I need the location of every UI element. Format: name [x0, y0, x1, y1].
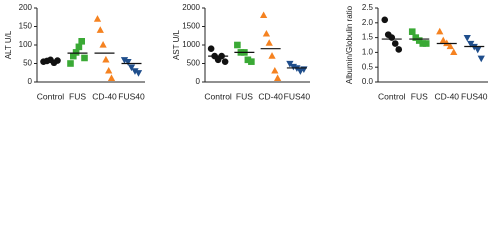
y-axis-label: ALT U/L — [4, 30, 13, 59]
dot — [436, 27, 444, 35]
dot — [96, 26, 104, 33]
dot — [70, 52, 77, 60]
y-tick-label: 150 — [19, 22, 33, 31]
dot — [107, 74, 116, 81]
y-tick-label: 2.0 — [362, 18, 374, 27]
x-tick-label: FUS40 — [284, 91, 311, 101]
x-tick-label: FUS40 — [118, 91, 145, 101]
dot — [234, 41, 241, 49]
dot — [99, 41, 107, 48]
x-tick-label: CD-40 — [434, 91, 459, 101]
dot — [273, 74, 282, 81]
dot — [134, 70, 143, 77]
x-tick-label: FUS — [236, 91, 253, 101]
dot — [124, 59, 132, 66]
y-tick-label: 0.0 — [362, 77, 374, 86]
dot — [450, 48, 458, 56]
y-tick-label: 1.0 — [362, 48, 374, 57]
dot — [268, 52, 276, 59]
dot — [412, 34, 420, 41]
y-tick-label: 2000 — [182, 3, 200, 12]
dot — [271, 66, 279, 74]
dot — [127, 64, 136, 72]
dot — [93, 15, 102, 22]
dot — [395, 46, 403, 53]
dot — [470, 43, 478, 51]
dot — [415, 37, 423, 44]
dot — [72, 49, 80, 56]
dot — [75, 43, 83, 51]
y-tick-label: 1500 — [182, 22, 200, 31]
dot — [120, 57, 129, 64]
x-tick-label: CD-40 — [92, 91, 117, 101]
dot — [293, 65, 301, 72]
y-tick-label: 50 — [23, 59, 32, 68]
dot — [248, 58, 255, 65]
y-tick-label: 0 — [196, 77, 201, 86]
x-tick-label: FUS — [411, 91, 428, 101]
dot — [259, 11, 268, 19]
dot — [391, 40, 399, 47]
dot — [443, 39, 451, 47]
y-tick-label: 1000 — [182, 40, 200, 49]
dot — [439, 36, 447, 44]
dot — [408, 28, 416, 35]
y-axis-label: AST U/L — [172, 29, 181, 60]
x-tick-label: FUS — [69, 91, 86, 101]
dot — [105, 66, 113, 74]
dot — [467, 40, 475, 48]
dot — [463, 34, 471, 42]
dot — [286, 60, 294, 68]
x-tick-label: Control — [37, 91, 65, 101]
dot — [381, 16, 389, 24]
y-tick-label: 500 — [187, 59, 201, 68]
x-tick-label: CD-40 — [258, 91, 283, 101]
page: 0 50 100 150 200 ALT U/L Control FUS CD-40 FUS40 0… — [0, 0, 500, 105]
dot — [78, 38, 85, 45]
dot — [221, 58, 229, 65]
dot — [262, 29, 271, 37]
dot — [388, 34, 396, 41]
dot — [446, 42, 454, 50]
dot — [131, 68, 139, 75]
y-tick-label: 0.5 — [362, 62, 374, 71]
y-tick-label: 200 — [19, 3, 33, 12]
x-tick-label: Control — [204, 91, 232, 101]
dot — [244, 56, 252, 64]
x-tick-label: Control — [378, 91, 406, 101]
y-tick-label: 2.5 — [362, 3, 374, 12]
dot — [419, 40, 427, 47]
y-tick-label: 100 — [19, 40, 33, 49]
dot — [67, 60, 74, 67]
dot — [477, 55, 485, 63]
y-tick-label: 0 — [28, 77, 33, 86]
y-axis-label: Albumin/Globulin ratio — [345, 5, 354, 84]
dot — [81, 54, 88, 62]
y-tick-label: 1.5 — [362, 33, 374, 42]
dot — [422, 40, 430, 47]
dot — [474, 46, 482, 54]
dot — [207, 45, 215, 52]
x-tick-label: FUS40 — [461, 91, 488, 101]
dot — [102, 55, 110, 63]
dot — [265, 39, 273, 46]
